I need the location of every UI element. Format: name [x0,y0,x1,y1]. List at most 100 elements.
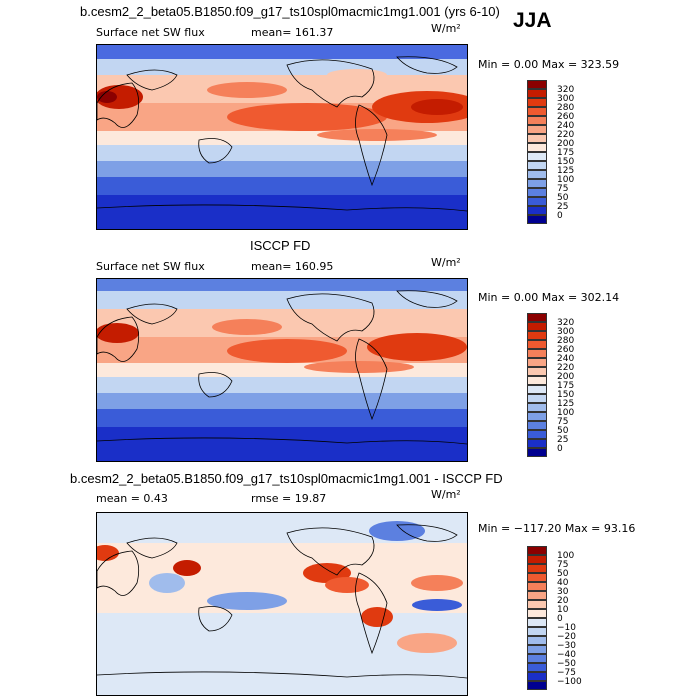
colorbar-swatch [527,618,547,627]
colorbar-tick-label: 30 [557,587,569,597]
colorbar-swatch [527,591,547,600]
colorbar-swatch [527,152,547,161]
colorbar-swatch [527,573,547,582]
season-label: JJA [513,9,552,32]
colorbar-swatch [527,215,547,224]
colorbar-swatch [527,672,547,681]
colorbar-tick-label: 0 [557,614,563,624]
colorbar-swatch [527,645,547,654]
colorbar-swatch [527,143,547,152]
colorbar-swatch [527,313,547,322]
panel2-units: W/m² [431,256,461,269]
panel3-minmax: Min = −117.20 Max = 93.16 [478,522,636,535]
colorbar-tick-label: −10 [557,623,576,633]
colorbar-tick-label: −75 [557,668,576,678]
colorbar-tick-label: 50 [557,193,569,203]
colorbar-swatch [527,600,547,609]
colorbar-swatch [527,161,547,170]
panel3-mean: mean = 0.43 [96,492,168,505]
colorbar-tick-label: 40 [557,578,569,588]
panel1-model-title: b.cesm2_2_beta05.B1850.f09_g17_ts10spl0m… [80,4,500,19]
colorbar-swatch [527,349,547,358]
colorbar-swatch [527,89,547,98]
colorbar-tick-label: 175 [557,148,575,158]
colorbar-tick-label: 260 [557,345,575,355]
panel3-rmse: rmse = 19.87 [251,492,327,505]
colorbar-tick-label: 300 [557,327,575,337]
panel2-minmax: Min = 0.00 Max = 302.14 [478,291,620,304]
panel2-map [96,278,468,462]
colorbar-tick-label: 280 [557,336,575,346]
colorbar-tick-label: 260 [557,112,575,122]
colorbar-swatch [527,322,547,331]
panel3-colorbar [527,546,547,690]
colorbar-swatch [527,663,547,672]
colorbar-tick-label: 125 [557,166,575,176]
colorbar-swatch [527,358,547,367]
panel2-colorbar [527,313,547,457]
colorbar-tick-label: 20 [557,596,569,606]
colorbar-swatch [527,385,547,394]
panel1-minmax: Min = 0.00 Max = 323.59 [478,58,620,71]
colorbar-swatch [527,681,547,690]
colorbar-tick-label: 320 [557,85,575,95]
colorbar-tick-label: −100 [557,677,582,687]
panel3-units: W/m² [431,488,461,501]
colorbar-swatch [527,564,547,573]
colorbar-tick-label: −20 [557,632,576,642]
colorbar-tick-label: 100 [557,175,575,185]
colorbar-tick-label: 240 [557,354,575,364]
colorbar-tick-label: 100 [557,408,575,418]
panel3-map [96,512,468,696]
colorbar-swatch [527,412,547,421]
colorbar-swatch [527,367,547,376]
colorbar-swatch [527,376,547,385]
colorbar-swatch [527,206,547,215]
colorbar-tick-label: 240 [557,121,575,131]
colorbar-tick-label: 50 [557,426,569,436]
colorbar-tick-label: 25 [557,435,569,445]
colorbar-swatch [527,170,547,179]
colorbar-swatch [527,627,547,636]
colorbar-swatch [527,555,547,564]
colorbar-tick-label: 25 [557,202,569,212]
colorbar-swatch [527,430,547,439]
panel1-mean: mean= 161.37 [251,26,334,39]
colorbar-tick-label: 175 [557,381,575,391]
colorbar-tick-label: 300 [557,94,575,104]
colorbar-tick-label: 220 [557,130,575,140]
colorbar-tick-label: 0 [557,444,563,454]
colorbar-swatch [527,609,547,618]
colorbar-tick-label: 125 [557,399,575,409]
colorbar-tick-label: 75 [557,184,569,194]
colorbar-tick-label: −40 [557,650,576,660]
colorbar-tick-label: −50 [557,659,576,669]
colorbar-tick-label: −30 [557,641,576,651]
colorbar-tick-label: 100 [557,551,575,561]
colorbar-tick-label: 150 [557,157,575,167]
colorbar-tick-label: 75 [557,417,569,427]
colorbar-swatch [527,403,547,412]
panel1-variable: Surface net SW flux [96,26,205,39]
colorbar-swatch [527,448,547,457]
colorbar-swatch [527,134,547,143]
colorbar-swatch [527,421,547,430]
colorbar-swatch [527,340,547,349]
panel2-mean: mean= 160.95 [251,260,334,273]
panel1-map [96,44,468,230]
colorbar-swatch [527,98,547,107]
colorbar-swatch [527,107,547,116]
colorbar-swatch [527,197,547,206]
colorbar-tick-label: 200 [557,372,575,382]
colorbar-swatch [527,654,547,663]
panel1-colorbar [527,80,547,224]
colorbar-tick-label: 0 [557,211,563,221]
colorbar-tick-label: 320 [557,318,575,328]
colorbar-tick-label: 220 [557,363,575,373]
colorbar-tick-label: 200 [557,139,575,149]
colorbar-swatch [527,582,547,591]
colorbar-swatch [527,125,547,134]
colorbar-tick-label: 280 [557,103,575,113]
panel2-title: ISCCP FD [250,238,311,253]
panel2-variable: Surface net SW flux [96,260,205,273]
